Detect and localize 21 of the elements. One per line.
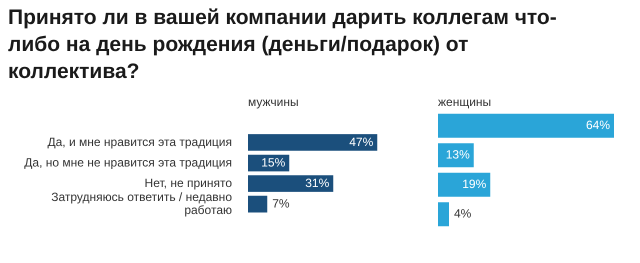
bar [248,134,378,151]
bar [248,196,268,212]
chart-subtitle: мужчины [247,95,300,111]
data-label: 64% [586,118,610,132]
bar [438,114,614,138]
data-label: 7% [272,196,290,210]
bar [438,172,490,197]
y-tick-label: Да, и мне нравится эта традиция [48,134,232,149]
data-label: 31% [305,176,330,190]
data-label: 13% [446,148,470,162]
y-tick-label: Затрудняюсь ответить / недавно работаю [51,190,232,218]
data-label: 19% [462,177,487,192]
y-tick-label: Да, но мне не нравится эта традиция [24,155,232,170]
y-tick-label: Нет, не принято [144,176,232,190]
data-label: 47% [349,134,374,149]
chart-subtitle: женщины [438,95,492,111]
data-label: 4% [454,206,472,221]
data-label: 15% [261,155,286,170]
bar [438,202,449,226]
bar [248,175,334,192]
chart-title: Принято ли в вашей компании дарить коллегам что-либо на день рождения (деньги/подарок) от коллектива? [8,5,558,85]
